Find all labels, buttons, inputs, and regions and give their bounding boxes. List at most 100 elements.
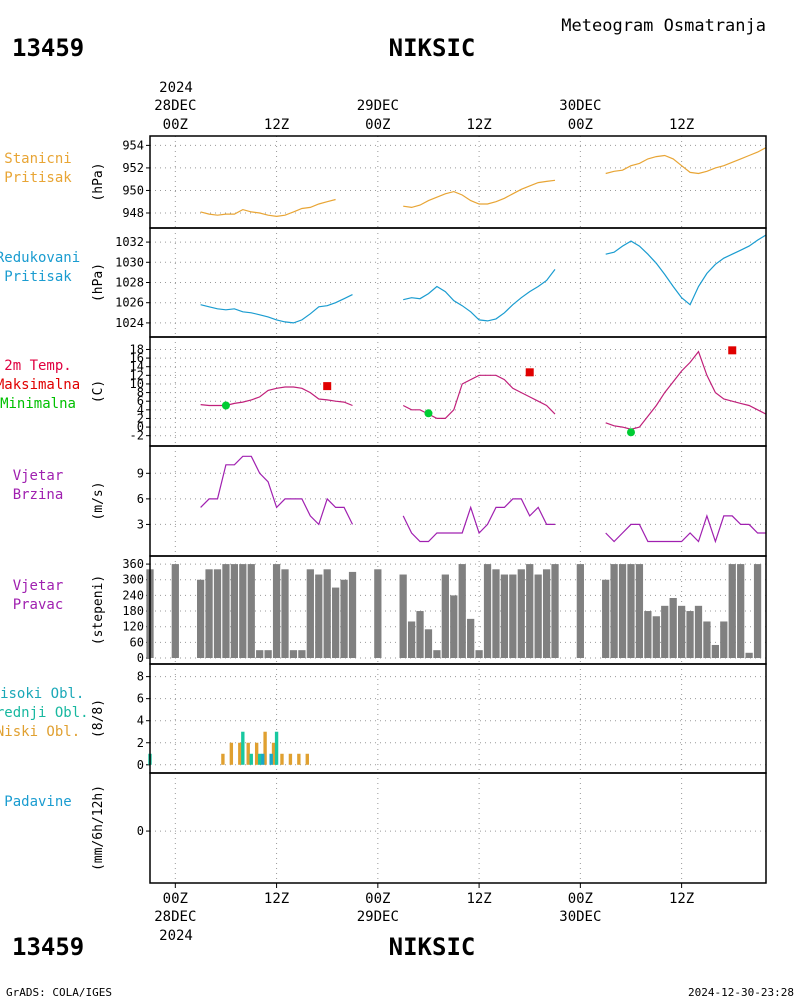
y-tick-label: 1032 — [115, 235, 144, 249]
panel-label: Redukovani — [0, 250, 80, 266]
panel-1: 948 950 952 954 (hPa) Stanicni Pritisak — [4, 135, 767, 229]
panel-label: Brzina — [13, 487, 64, 503]
y-tick-label: 240 — [122, 588, 144, 602]
station-name-top: NIKSIC — [389, 34, 476, 62]
max-temp-marker — [728, 346, 737, 355]
wind-direction-bar — [272, 564, 281, 658]
y-tick-label: 12 — [130, 368, 144, 382]
y-axis-label: (8/8) — [91, 699, 106, 738]
min-temp-marker — [221, 401, 230, 410]
wind-direction-bar — [652, 616, 660, 658]
wind-direction-bar — [289, 650, 298, 658]
wind-direction-bar — [475, 650, 483, 658]
wind-direction-bar — [306, 569, 314, 658]
cloud-bar — [229, 742, 234, 765]
cloud-bar — [269, 753, 273, 765]
wind-direction-bar — [669, 598, 677, 658]
station-name-bottom: NIKSIC — [389, 933, 476, 961]
wind-direction-bar — [627, 564, 635, 658]
wind-direction-bar — [407, 621, 416, 658]
panel-label: Maksimalna — [0, 377, 80, 393]
y-tick-label: 60 — [130, 635, 144, 649]
wind-direction-bar — [703, 621, 711, 658]
wind-direction-bar — [441, 574, 449, 658]
cloud-bar — [305, 753, 309, 765]
y-tick-label: 0 — [137, 758, 144, 772]
wind-direction-bar — [542, 569, 551, 658]
cloud-bar — [254, 742, 259, 765]
wind-direction-bar — [677, 605, 686, 658]
hour-label-bottom: 00Z — [163, 891, 188, 907]
wind-direction-bar — [711, 644, 719, 658]
wind-direction-bar — [602, 579, 610, 658]
wind-direction-bar — [483, 564, 492, 658]
y-tick-label: 948 — [122, 206, 144, 220]
day-label-bottom: 30DEC — [559, 909, 601, 925]
wind-direction-bar — [424, 629, 433, 658]
y-tick-label: 952 — [122, 161, 144, 175]
wind-direction-bar — [315, 574, 323, 658]
cloud-bar — [258, 753, 262, 765]
time-axis-bottom: 00Z 12Z 00Z 12Z 00Z 12Z 28DEC 29DEC 30DEC — [154, 883, 694, 925]
timestamp-text: 2024-12-30-23:28 — [688, 986, 794, 999]
panel-label: Vjetar — [13, 468, 64, 484]
y-tick-label: 2 — [137, 736, 144, 750]
wind-direction-bar — [753, 564, 762, 658]
wind-direction-bar — [635, 564, 644, 658]
y-tick-label: 8 — [137, 670, 144, 684]
panel-label: Visoki Obl. — [0, 686, 84, 702]
min-temp-marker — [424, 409, 433, 418]
y-tick-label: 8 — [137, 386, 144, 400]
wind-direction-bar — [450, 595, 458, 658]
wind-direction-bar — [694, 605, 703, 658]
y-tick-label: 1028 — [115, 276, 144, 290]
y-axis-label: (mm/6h/12h) — [91, 785, 106, 871]
panel-label: Srednji Obl. — [0, 705, 89, 721]
hour-label-top: 12Z — [264, 117, 289, 133]
hour-label-top: 12Z — [466, 117, 491, 133]
credit-text: GrADS: COLA/IGES — [6, 986, 112, 999]
y-tick-label: 954 — [122, 138, 144, 152]
wind-direction-bar — [340, 579, 348, 658]
y-axis-label: (C) — [91, 380, 106, 403]
y-tick-label: 120 — [122, 620, 144, 634]
panel-label: Pritisak — [4, 170, 72, 186]
panel-label: 2m Temp. — [4, 358, 71, 374]
hour-label-bottom: 12Z — [466, 891, 491, 907]
wind-direction-bar — [745, 652, 753, 658]
cloud-bar — [280, 753, 284, 765]
cloud-bar — [263, 731, 267, 765]
wind-direction-bar — [534, 574, 542, 658]
day-label-top: 30DEC — [559, 98, 601, 114]
panel-2: 1024 1026 1028 1030 1032 (hPa) Redukovani Priti… — [0, 227, 767, 338]
hour-label-bottom: 00Z — [365, 891, 390, 907]
panel-label: Pravac — [13, 597, 64, 613]
series-line — [403, 269, 556, 322]
y-tick-label: 9 — [137, 466, 144, 480]
wind-direction-bar — [332, 587, 340, 658]
day-label-top: 29DEC — [357, 98, 399, 114]
wind-direction-bar — [686, 611, 694, 658]
series-line — [605, 350, 767, 430]
y-axis-label: (hPa) — [91, 263, 106, 302]
y-tick-label: 360 — [122, 557, 144, 571]
wind-direction-bar — [610, 564, 618, 658]
wind-direction-bar — [348, 571, 357, 658]
wind-direction-bar — [213, 569, 222, 658]
panels-layer: 948950952954(hPa)StanicniPritisak1024102… — [0, 98, 767, 925]
y-tick-label: 2 — [137, 411, 144, 425]
y-tick-label: 6 — [137, 394, 144, 408]
station-id-bottom: 13459 — [12, 933, 84, 961]
day-label-top: 28DEC — [154, 98, 196, 114]
y-tick-label: 16 — [130, 351, 144, 365]
hour-label-top: 00Z — [568, 117, 593, 133]
wind-direction-bar — [720, 621, 728, 658]
series-line — [200, 294, 353, 324]
wind-direction-bar — [517, 569, 525, 658]
cloud-bar — [271, 742, 276, 765]
wind-direction-bar — [728, 564, 736, 658]
